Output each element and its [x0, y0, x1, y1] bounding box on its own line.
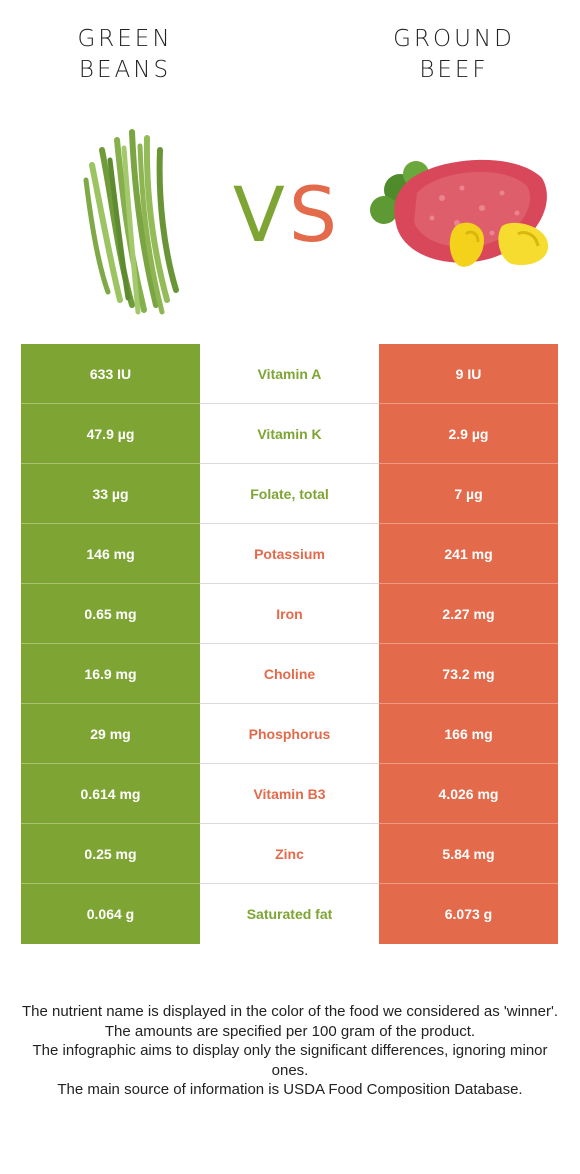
table-row: 0.65 mg Iron 2.27 mg [21, 584, 558, 644]
left-value-cell: 146 mg [21, 524, 200, 584]
right-value-cell: 6.073 g [379, 884, 558, 944]
table-row: 33 µg Folate, total 7 µg [21, 464, 558, 524]
left-value-cell: 633 IU [21, 344, 200, 404]
nutrient-name-cell: Vitamin A [200, 344, 379, 404]
left-food-title-line-1: GREEN [77, 26, 173, 52]
green-beans-image [83, 129, 179, 315]
vs-letter-s: S [288, 170, 342, 259]
footer-note: The main source of information is USDA F… [57, 1081, 523, 1098]
right-value-cell: 2.9 µg [379, 404, 558, 464]
right-value-cell: 5.84 mg [379, 824, 558, 884]
right-value-cell: 4.026 mg [379, 764, 558, 824]
right-value-cell: 73.2 mg [379, 644, 558, 704]
nutrient-name-cell: Choline [200, 644, 379, 704]
nutrient-name-cell: Potassium [200, 524, 379, 584]
left-value-cell: 0.25 mg [21, 824, 200, 884]
table-row: 29 mg Phosphorus 166 mg [21, 704, 558, 764]
footer-note: The infographic aims to display only the… [32, 1042, 548, 1079]
right-value-cell: 9 IU [379, 344, 558, 404]
right-value-cell: 241 mg [379, 524, 558, 584]
right-value-cell: 166 mg [379, 704, 558, 764]
table-row: 0.614 mg Vitamin B3 4.026 mg [21, 764, 558, 824]
left-value-cell: 33 µg [21, 464, 200, 524]
right-food-title-line-1: GROUND [393, 26, 515, 52]
right-value-cell: 2.27 mg [379, 584, 558, 644]
right-value-cell: 7 µg [379, 464, 558, 524]
nutrient-name-cell: Vitamin K [200, 404, 379, 464]
left-value-cell: 47.9 µg [21, 404, 200, 464]
left-value-cell: 0.064 g [21, 884, 200, 944]
left-value-cell: 29 mg [21, 704, 200, 764]
footer-note: The amounts are specified per 100 gram o… [104, 1022, 476, 1040]
nutrient-name-cell: Zinc [200, 824, 379, 884]
left-value-cell: 0.614 mg [21, 764, 200, 824]
left-food-title: GREEN BEANS [15, 24, 235, 86]
nutrient-name-cell: Phosphorus [200, 704, 379, 764]
left-value-cell: 0.65 mg [21, 584, 200, 644]
right-food-title: GROUND BEEF [344, 24, 564, 86]
nutrient-name-cell: Saturated fat [200, 884, 379, 944]
table-row: 47.9 µg Vitamin K 2.9 µg [21, 404, 558, 464]
right-food-title-line-2: BEEF [419, 57, 489, 83]
footer-note: The nutrient name is displayed in the co… [21, 1003, 559, 1020]
left-food-title-line-2: BEANS [78, 57, 172, 83]
ground-beef-image [370, 159, 549, 267]
table-row: 0.064 g Saturated fat 6.073 g [21, 884, 558, 944]
table-row: 0.25 mg Zinc 5.84 mg [21, 824, 558, 884]
table-row: 16.9 mg Choline 73.2 mg [21, 644, 558, 704]
nutrient-name-cell: Iron [200, 584, 379, 644]
vs-badge: VS [222, 160, 352, 270]
left-value-cell: 16.9 mg [21, 644, 200, 704]
vs-letter-v: V [232, 170, 289, 259]
nutrient-name-cell: Vitamin B3 [200, 764, 379, 824]
footer-notes: The nutrient name is displayed in the co… [20, 1002, 560, 1100]
nutrient-name-cell: Folate, total [200, 464, 379, 524]
table-row: 146 mg Potassium 241 mg [21, 524, 558, 584]
